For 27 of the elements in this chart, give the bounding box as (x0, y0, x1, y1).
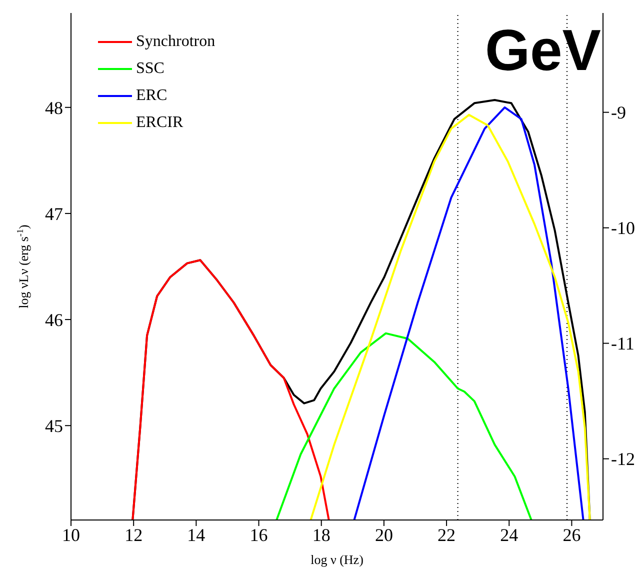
y-tick-label: 46 (45, 310, 63, 330)
y-tick-label: 47 (45, 204, 63, 224)
y2-tick-label: -10 (611, 218, 635, 238)
y-tick-label: 48 (45, 98, 63, 118)
x-tick-label: 16 (250, 524, 268, 545)
legend-label: ERCIR (136, 112, 184, 132)
annotation: GeV (484, 18, 601, 83)
y2-tick-label: -11 (611, 334, 634, 354)
x-tick-label: 10 (62, 524, 80, 545)
legend-label: ERC (136, 86, 168, 106)
y2-tick-label: -12 (611, 449, 635, 470)
x-tick-label: 14 (187, 524, 206, 545)
y2-tick-label: -9 (611, 102, 626, 123)
line-series (276, 332, 532, 520)
x-tick-label: 20 (374, 524, 393, 545)
x-tick-label: 24 (500, 524, 518, 545)
y-tick-label: 45 (45, 416, 63, 436)
legend-label: Synchrotron (136, 32, 216, 52)
legend-label: SSC (136, 58, 164, 78)
line-series (310, 114, 591, 520)
x-tick-label: 22 (438, 524, 456, 545)
x-axis-title: log ν (Hz) (310, 552, 364, 567)
x-tick-label: 26 (562, 524, 581, 545)
x-tick-label: 18 (312, 524, 330, 545)
line-series (132, 259, 330, 520)
line-series (353, 106, 584, 520)
x-tick-label: 12 (124, 524, 143, 545)
